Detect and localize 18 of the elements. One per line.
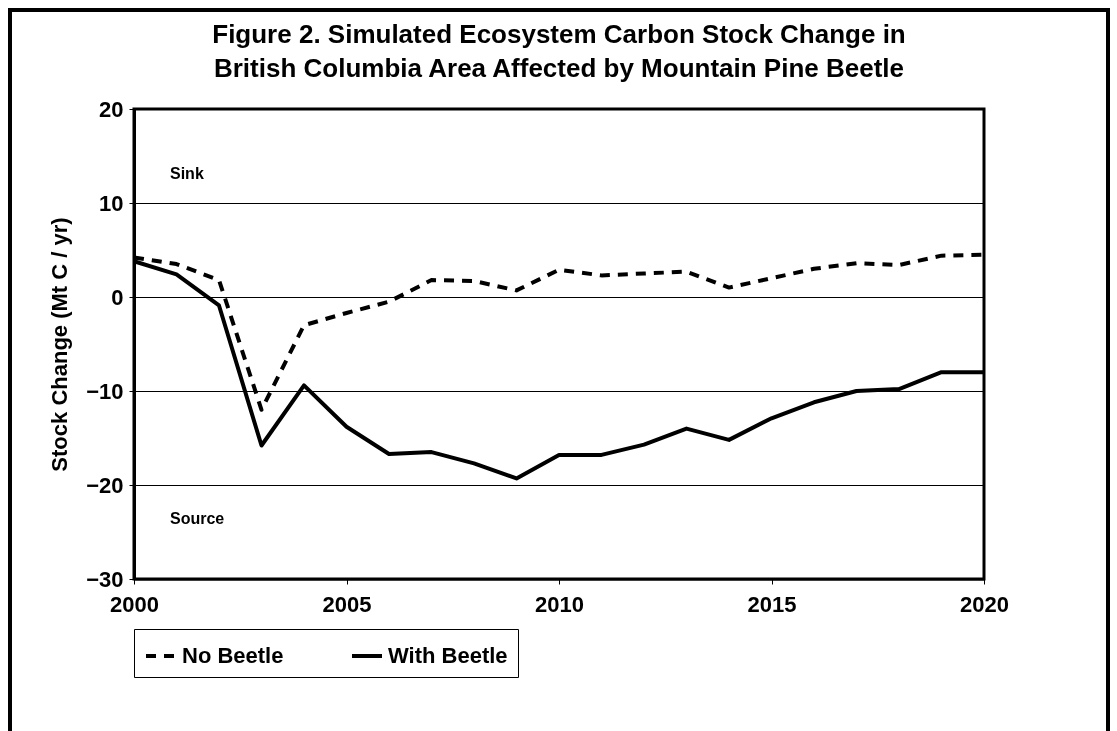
x-tick-label: 2020 [960,591,1009,617]
y-tick-label: 10 [99,190,124,216]
annotation: Source [170,510,225,527]
y-tick-label: 20 [99,96,124,122]
y-tick-label: 0 [111,284,124,310]
legend-label: With Beetle [388,643,508,668]
annotation: Sink [170,165,204,182]
y-tick-label: −20 [86,472,124,498]
legend-label: No Beetle [182,643,284,668]
y-tick-label: −10 [86,378,124,404]
y-axis-title: Stock Change (Mt C / yr) [47,217,73,472]
x-tick-label: 2015 [747,591,797,617]
x-tick-label: 2010 [535,591,584,617]
text: Figure 2. Simulated Ecosystem Carbon Stock Change in [212,19,906,49]
x-tick-label: 2000 [110,591,159,617]
y-tick-label: −30 [86,566,124,592]
text: British Columbia Area Affected by Mountain Pine Beetle [213,53,905,83]
x-tick-label: 2005 [322,591,372,617]
